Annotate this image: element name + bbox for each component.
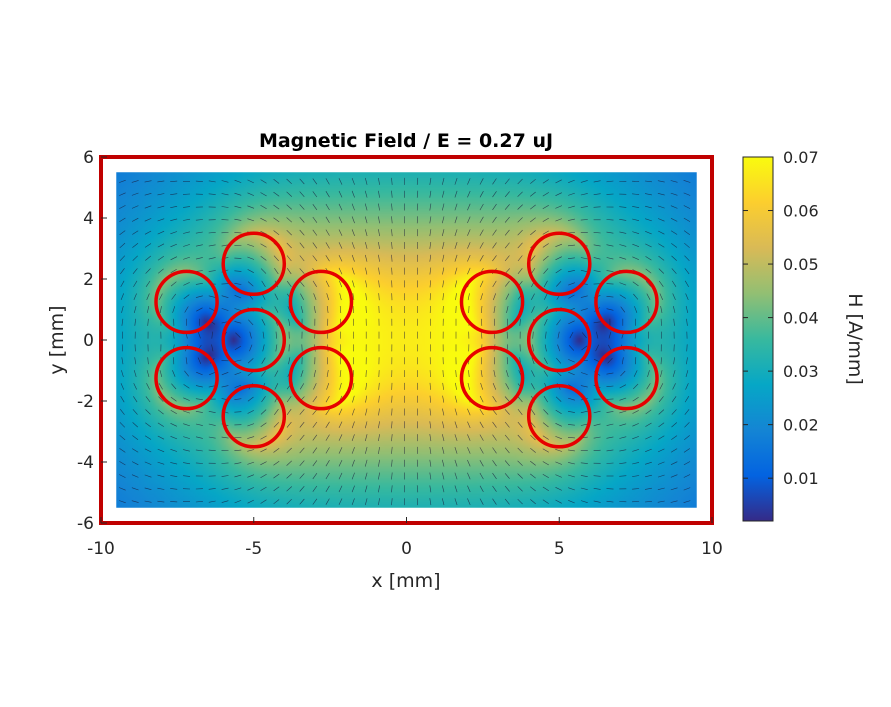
colorbar — [743, 157, 773, 521]
y-tick-label: 2 — [83, 270, 94, 290]
x-tick-label: -10 — [87, 539, 115, 559]
x-tick-label: 10 — [701, 539, 723, 559]
colorbar-tick-label: 0.07 — [783, 148, 819, 167]
y-axis-label: y [mm] — [46, 305, 68, 374]
colorbar-label: H [A/mm] — [844, 293, 866, 385]
y-tick-label: -2 — [77, 392, 94, 412]
x-tick-label: -5 — [245, 539, 262, 559]
field-heatmap — [116, 172, 696, 508]
colorbar-tick-label: 0.06 — [783, 202, 819, 221]
colorbar-tick-label: 0.01 — [783, 469, 819, 488]
colorbar-tick-label: 0.02 — [783, 416, 819, 435]
y-tick-label: 6 — [83, 148, 94, 168]
colorbar-tick-label: 0.03 — [783, 362, 819, 381]
colorbar-tick-label: 0.05 — [783, 255, 819, 274]
chart-title: Magnetic Field / E = 0.27 uJ — [259, 130, 553, 152]
x-axis-label: x [mm] — [371, 570, 440, 592]
colorbar-tick-label: 0.04 — [783, 309, 819, 328]
y-tick-label: -6 — [77, 514, 94, 534]
x-tick-label: 0 — [401, 539, 412, 559]
y-tick-label: 4 — [83, 209, 94, 229]
y-tick-label: 0 — [83, 331, 94, 351]
y-tick-label: -4 — [77, 453, 94, 473]
x-tick-label: 5 — [554, 539, 565, 559]
